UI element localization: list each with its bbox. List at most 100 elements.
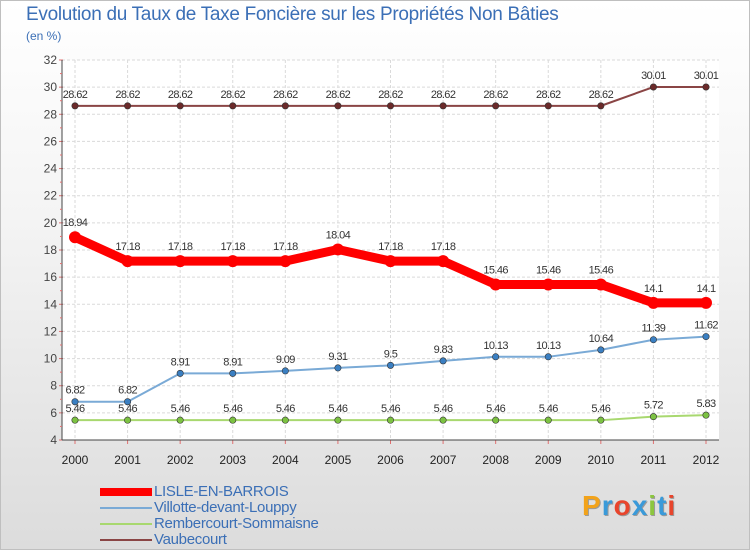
data-label: 28.62 [326, 89, 351, 101]
data-point [702, 411, 710, 419]
data-point [331, 243, 344, 256]
data-label: 15.46 [589, 264, 614, 276]
x-tick-label: 2008 [482, 453, 509, 467]
data-point [384, 255, 397, 268]
data-point [176, 102, 184, 110]
data-point [489, 278, 502, 291]
data-label: 10.13 [483, 340, 508, 352]
data-point [334, 416, 342, 424]
data-label: 5.46 [539, 403, 558, 415]
data-point [334, 102, 342, 110]
data-point [386, 102, 394, 110]
x-tick-label: 2000 [62, 453, 89, 467]
data-label: 5.46 [591, 403, 610, 415]
data-point [647, 296, 660, 309]
data-label: 30.01 [641, 70, 666, 82]
data-point [124, 398, 132, 406]
data-label: 6.82 [65, 385, 84, 397]
legend-label-lisle: LISLE-EN-BARROIS [154, 483, 289, 500]
data-label: 28.62 [589, 89, 614, 101]
data-label: 17.18 [168, 241, 193, 253]
y-tick-label: 26 [44, 134, 58, 148]
data-label: 5.46 [328, 403, 347, 415]
data-point [544, 353, 552, 361]
unit-label: (en %) [26, 29, 62, 43]
legend-swatch-vaubecourt [100, 539, 152, 541]
data-point [594, 278, 607, 291]
data-point [176, 369, 184, 377]
data-label: 10.64 [589, 333, 614, 345]
data-label: 17.18 [273, 241, 298, 253]
data-point [226, 255, 239, 268]
data-label: 5.46 [65, 403, 84, 415]
data-label: 5.46 [486, 403, 505, 415]
data-point [281, 367, 289, 375]
logo-letter: t [657, 490, 668, 521]
logo-letter: P [582, 490, 602, 521]
data-label: 14.1 [644, 283, 663, 295]
x-tick-label: 2004 [272, 453, 299, 467]
x-tick-label: 2005 [325, 453, 352, 467]
chart-title: Evolution du Taux de Taxe Foncière sur l… [26, 4, 559, 25]
data-point [492, 353, 500, 361]
data-point [702, 333, 710, 341]
x-tick-label: 2011 [641, 453, 667, 467]
legend-swatch-villotte [100, 507, 152, 509]
data-label: 17.18 [378, 241, 403, 253]
data-label: 18.94 [63, 217, 88, 229]
data-label: 11.62 [694, 320, 718, 332]
data-label: 5.46 [171, 403, 190, 415]
data-point [700, 296, 712, 309]
data-label: 9.09 [276, 354, 295, 366]
data-label: 17.18 [115, 241, 140, 253]
data-label: 8.91 [171, 356, 190, 368]
data-label: 28.62 [431, 89, 456, 101]
x-tick-label: 2007 [430, 453, 457, 467]
y-tick-label: 22 [44, 189, 58, 203]
data-label: 9.83 [434, 344, 453, 356]
y-tick-label: 32 [44, 53, 58, 67]
y-tick-label: 16 [44, 270, 58, 284]
data-point [542, 278, 555, 291]
y-tick-label: 28 [44, 107, 58, 121]
y-tick-label: 20 [44, 216, 58, 230]
data-point [176, 416, 184, 424]
x-tick-label: 2012 [693, 453, 720, 467]
data-label: 5.46 [381, 403, 400, 415]
data-label: 28.62 [273, 89, 298, 101]
legend-label-rembercourt: Rembercourt-Sommaisne [154, 515, 319, 532]
logo-letter: r [601, 490, 614, 521]
data-label: 17.18 [220, 241, 245, 253]
y-tick-label: 8 [50, 379, 57, 393]
data-label: 30.01 [694, 70, 719, 82]
data-point [334, 364, 342, 372]
data-label: 5.83 [696, 398, 715, 410]
data-point [544, 102, 552, 110]
y-tick-label: 30 [44, 80, 58, 94]
data-label: 5.72 [644, 400, 663, 412]
legend-swatch-lisle [100, 488, 152, 496]
data-point [124, 416, 132, 424]
y-tick-label: 6 [50, 406, 57, 420]
data-label: 5.46 [223, 403, 242, 415]
y-tick-label: 14 [44, 297, 58, 311]
data-point [649, 83, 657, 91]
data-label: 10.13 [536, 340, 561, 352]
proxiti-logo: Proxiti [582, 490, 676, 522]
x-tick-label: 2009 [535, 453, 562, 467]
data-point [439, 416, 447, 424]
data-point [437, 255, 450, 268]
data-point [174, 255, 187, 268]
legend-label-vaubecourt: Vaubecourt [154, 531, 227, 548]
logo-letter: x [631, 490, 649, 521]
data-label: 28.62 [483, 89, 508, 101]
data-label: 11.39 [642, 323, 666, 335]
data-point [229, 102, 237, 110]
data-label: 9.5 [384, 348, 398, 360]
data-label: 15.46 [536, 264, 561, 276]
data-point [281, 102, 289, 110]
data-point [69, 231, 81, 244]
data-label: 18.04 [326, 229, 351, 241]
data-point [71, 416, 79, 424]
